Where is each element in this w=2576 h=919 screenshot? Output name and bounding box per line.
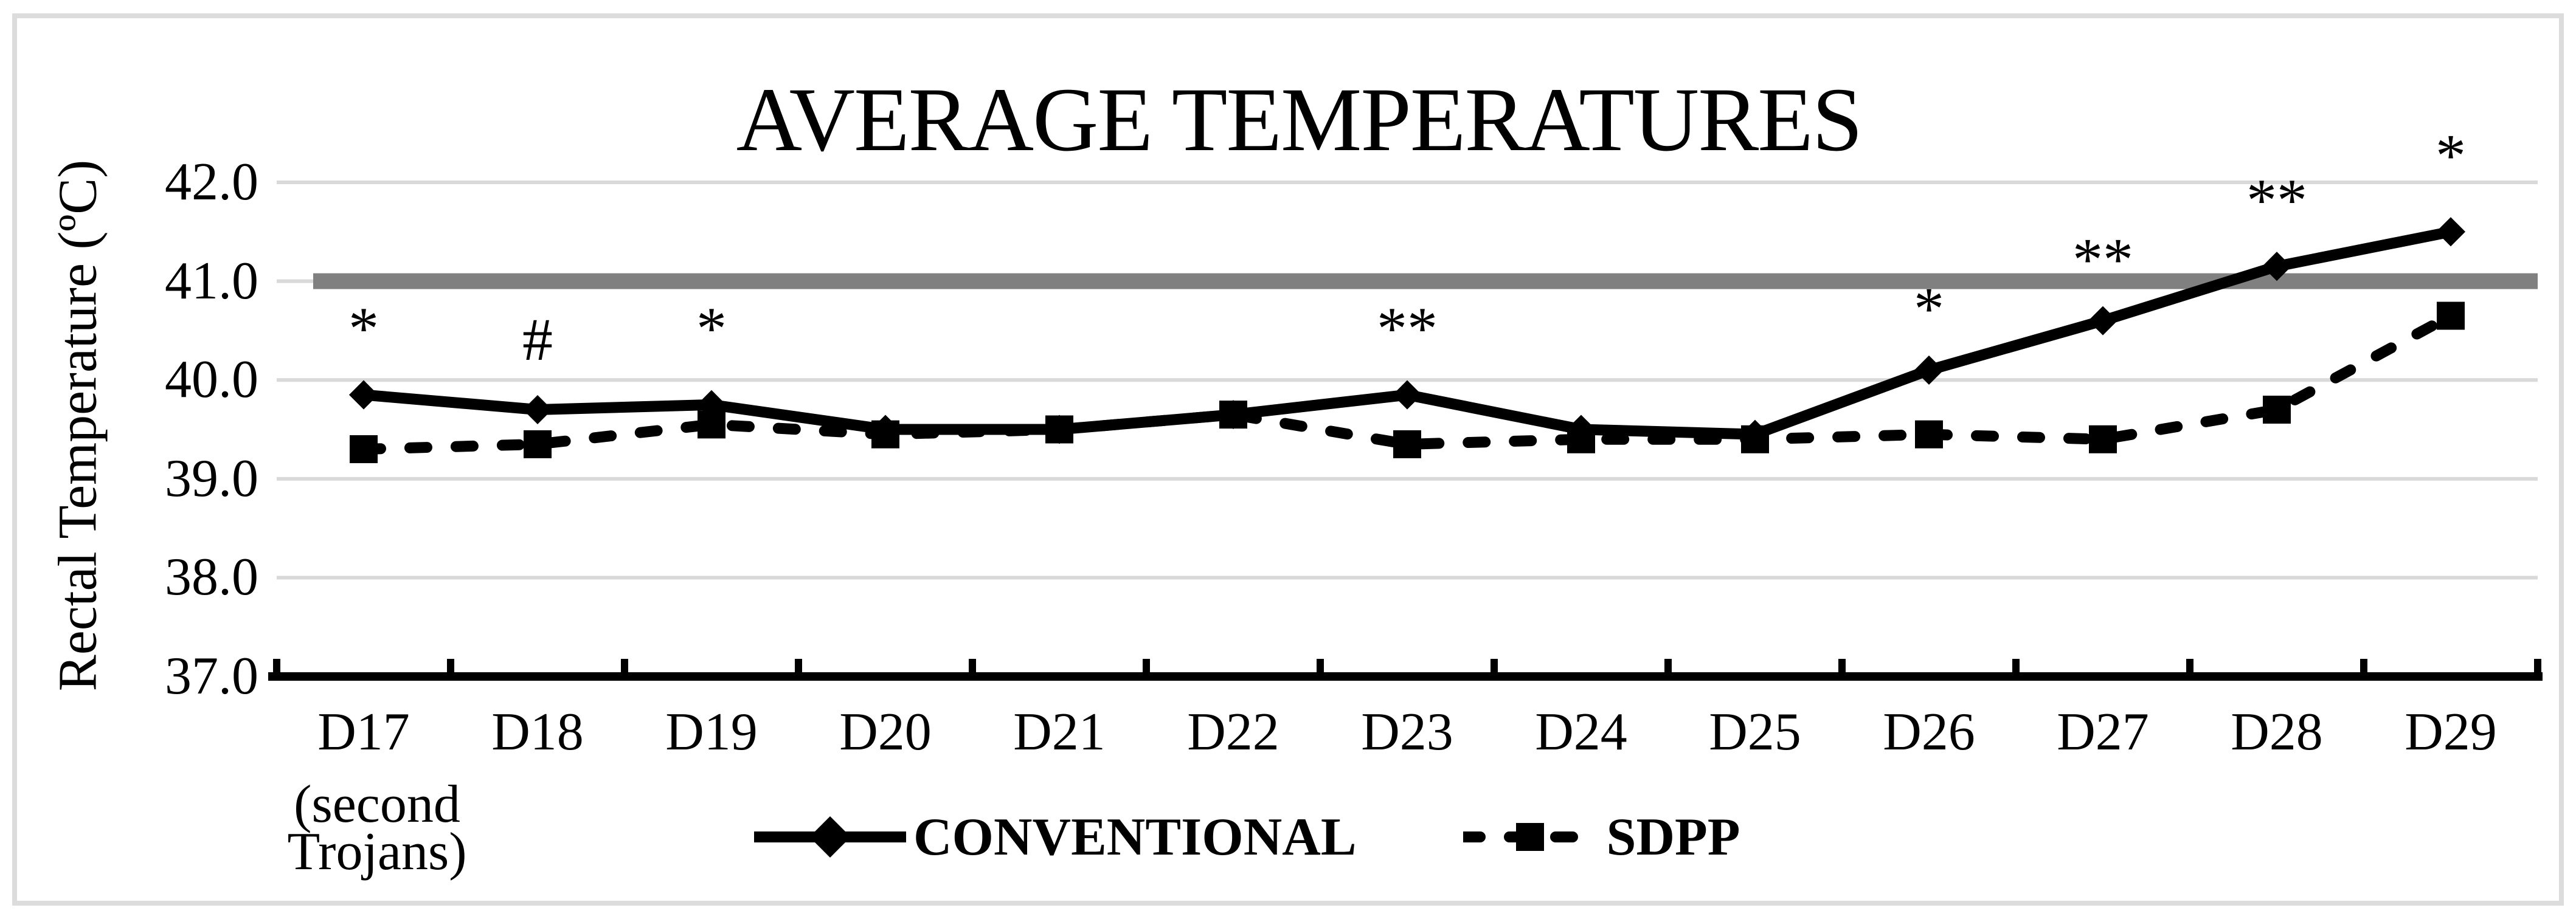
x-tick-label: D17 xyxy=(317,703,410,762)
x-tick-label: D29 xyxy=(2405,703,2497,762)
axis-tick xyxy=(2186,659,2193,681)
y-tick-label: 39.0 xyxy=(165,449,258,508)
legend-item-sdpp: SDPP xyxy=(1463,804,1740,870)
gridline xyxy=(277,181,2538,184)
legend-item-conventional: CONVENTIONAL xyxy=(754,804,1357,870)
conventional-marker xyxy=(348,380,379,410)
x-tick-label: D22 xyxy=(1187,703,1279,762)
legend-label-conventional: CONVENTIONAL xyxy=(913,807,1357,867)
conventional-marker xyxy=(2436,217,2466,247)
x-axis-note-line1: (second xyxy=(294,775,460,834)
conventional-marker xyxy=(522,394,553,425)
y-tick-label: 37.0 xyxy=(165,647,258,706)
significance-annotation: * xyxy=(2436,122,2466,189)
sdpp-marker xyxy=(1915,420,1943,449)
x-tick-label: D27 xyxy=(2057,703,2149,762)
y-tick-label: 38.0 xyxy=(165,548,258,607)
chart-legend: CONVENTIONAL SDPP xyxy=(754,797,1740,876)
x-axis-note-line2: Trojans) xyxy=(287,822,467,881)
sdpp-marker xyxy=(2263,395,2291,424)
y-tick-label: 42.0 xyxy=(165,153,258,212)
axis-tick xyxy=(1664,659,1672,681)
significance-annotation: # xyxy=(522,306,553,373)
x-tick-label: D28 xyxy=(2231,703,2323,762)
conventional-line-sample-icon xyxy=(754,816,906,858)
y-axis-title: Rectal Temperature (ºC) xyxy=(47,159,108,692)
gridline xyxy=(277,477,2538,481)
significance-annotation: ** xyxy=(2246,166,2307,233)
conventional-marker xyxy=(2262,252,2292,281)
axis-tick xyxy=(1838,659,1846,681)
axis-tick xyxy=(2534,659,2541,681)
x-tick-label: D19 xyxy=(665,703,758,762)
axis-tick xyxy=(1491,659,1498,681)
x-axis xyxy=(268,672,2543,681)
x-tick-label: D18 xyxy=(491,703,584,762)
reference-line xyxy=(313,273,2538,289)
legend-label-sdpp: SDPP xyxy=(1606,807,1740,867)
sdpp-marker xyxy=(350,435,378,464)
sdpp-line-sample-icon xyxy=(1463,823,1597,851)
axis-tick xyxy=(273,659,280,681)
significance-annotation: ** xyxy=(2072,225,2133,293)
axis-tick xyxy=(2012,659,2020,681)
axis-tick xyxy=(447,659,454,681)
significance-annotation: * xyxy=(1914,275,1944,342)
gridline xyxy=(277,576,2538,580)
conventional-marker xyxy=(1914,355,1944,385)
significance-annotation: * xyxy=(348,295,379,362)
x-tick-label: D24 xyxy=(1535,703,1627,762)
sdpp-marker xyxy=(524,430,552,458)
conventional-marker xyxy=(1392,380,1422,410)
significance-annotation: ** xyxy=(1377,295,1438,362)
axis-tick xyxy=(969,659,976,681)
sdpp-marker xyxy=(2089,425,2117,453)
x-tick-label: D25 xyxy=(1709,703,1801,762)
axis-tick xyxy=(1317,659,1324,681)
axis-tick xyxy=(795,659,802,681)
sdpp-marker xyxy=(1393,430,1421,458)
conventional-marker xyxy=(1566,415,1596,444)
conventional-marker xyxy=(1740,419,1770,449)
y-tick-label: 41.0 xyxy=(165,251,258,311)
sdpp-marker xyxy=(2437,301,2465,330)
chart-title: AVERAGE TEMPERATURES xyxy=(736,69,1863,170)
x-tick-label: D26 xyxy=(1883,703,1975,762)
significance-annotation: * xyxy=(696,295,727,362)
axis-tick xyxy=(621,659,628,681)
conventional-marker xyxy=(2088,306,2118,336)
axis-tick xyxy=(2360,659,2367,681)
y-tick-label: 40.0 xyxy=(165,350,258,410)
axis-tick xyxy=(1143,659,1150,681)
x-tick-label: D20 xyxy=(839,703,932,762)
gridline xyxy=(277,378,2538,382)
x-tick-label: D21 xyxy=(1013,703,1106,762)
x-tick-label: D23 xyxy=(1361,703,1453,762)
